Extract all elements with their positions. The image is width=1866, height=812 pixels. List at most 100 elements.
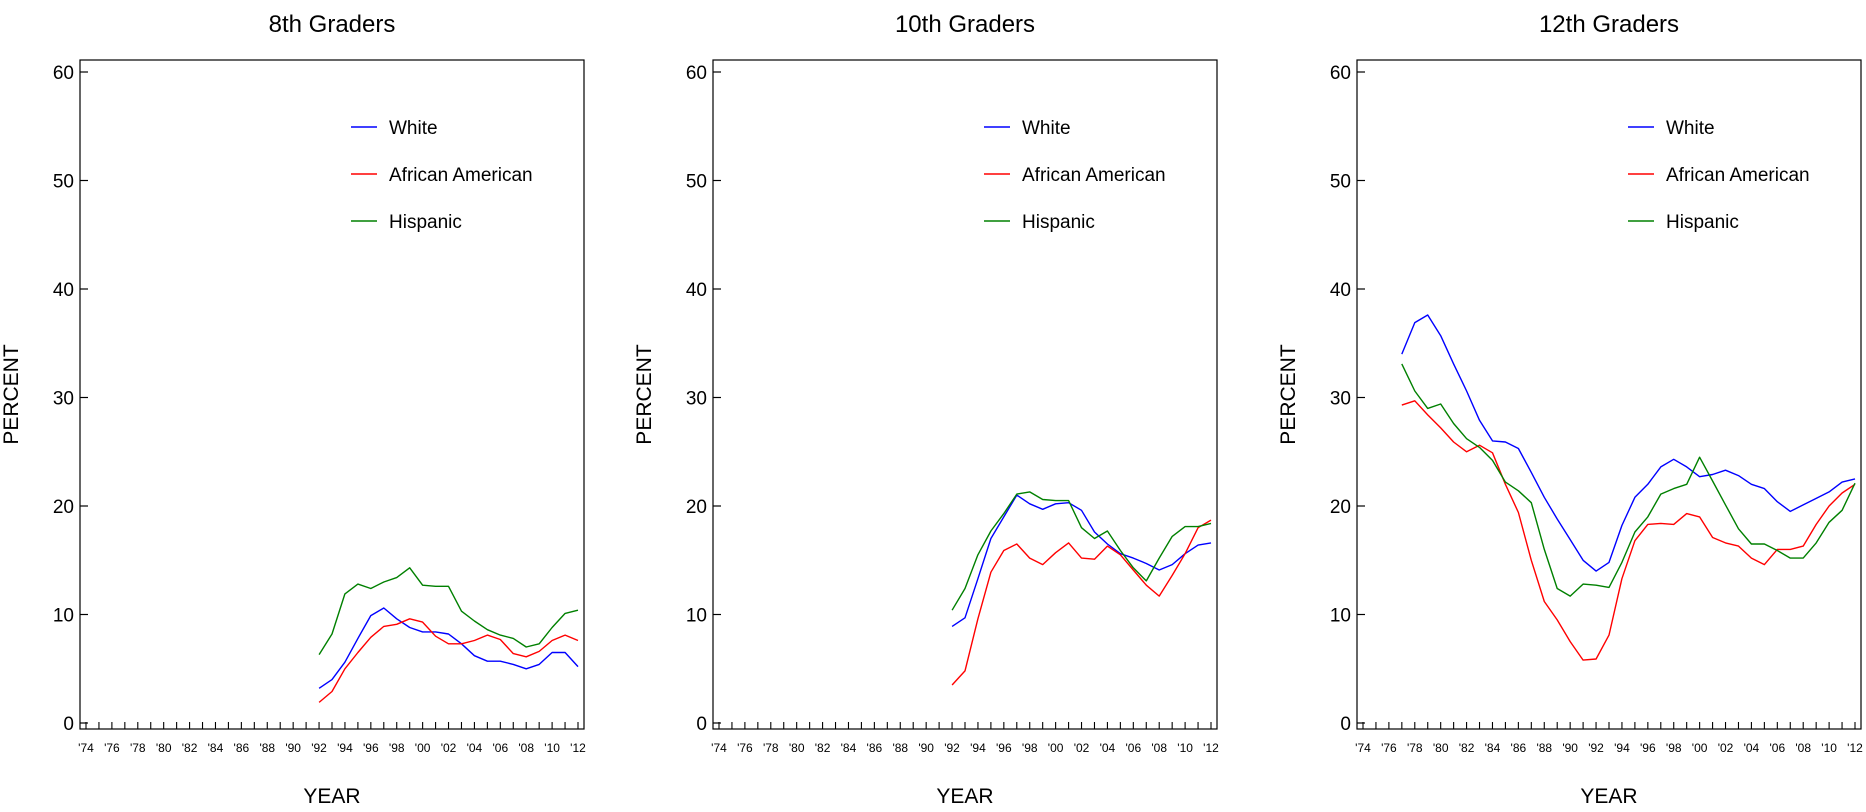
x-tick-label: '08	[1151, 741, 1167, 755]
x-tick-label: '96	[1640, 741, 1656, 755]
y-tick-label: 30	[1330, 389, 1351, 410]
y-tick-label: 0	[1340, 714, 1351, 735]
x-tick-label: '04	[1100, 741, 1116, 755]
x-tick-label: '82	[182, 741, 198, 755]
x-tick-label: '84	[841, 741, 857, 755]
x-tick-label: '86	[234, 741, 250, 755]
y-tick-label: 50	[1330, 172, 1351, 193]
x-tick-label: '02	[441, 741, 457, 755]
x-tick-label: '78	[130, 741, 146, 755]
x-tick-label: '92	[944, 741, 960, 755]
x-tick-label: '98	[389, 741, 405, 755]
x-tick-label: '00	[1692, 741, 1708, 755]
y-tick-label: 40	[1330, 280, 1351, 301]
x-tick-label: '88	[1536, 741, 1552, 755]
x-tick-label: '84	[1485, 741, 1501, 755]
y-tick-label: 60	[1330, 63, 1351, 84]
x-tick-label: '96	[996, 741, 1012, 755]
x-tick-label: '74	[711, 741, 727, 755]
x-tick-label: '76	[104, 741, 120, 755]
x-tick-label: '94	[337, 741, 353, 755]
series-line-hispanic	[951, 491, 1212, 611]
y-tick-label: 20	[53, 497, 74, 518]
x-tick-label: '90	[285, 741, 301, 755]
x-axis-label: YEAR	[936, 785, 993, 807]
x-tick-label: '88	[892, 741, 908, 755]
x-tick-label: '80	[156, 741, 172, 755]
y-tick-label: 10	[1330, 606, 1351, 627]
chart-panel-1: 8th Graders PERCENT YEAR 0 10 20 30 40 50 60 '74 '7…	[0, 11, 586, 808]
x-axis-label: YEAR	[303, 785, 360, 807]
legend-item: African American	[984, 165, 1166, 186]
legend: White African American Hispanic	[351, 118, 533, 233]
legend-item: White	[1628, 118, 1715, 139]
x-tick-label: '90	[1562, 741, 1578, 755]
legend-label: Hispanic	[1022, 212, 1095, 233]
legend-item: Hispanic	[984, 212, 1095, 233]
x-tick-label: '98	[1666, 741, 1682, 755]
x-tick-label: '94	[1614, 741, 1630, 755]
x-tick-label: '86	[867, 741, 883, 755]
x-tick-label: '92	[311, 741, 327, 755]
x-tick-label: '12	[1847, 741, 1863, 755]
x-tick-label: '00	[1048, 741, 1064, 755]
x-tick-label: '12	[570, 741, 586, 755]
series-line-hispanic	[1401, 363, 1856, 597]
plot-frame	[1356, 59, 1862, 730]
y-tick-label: 0	[63, 714, 74, 735]
y-tick-label: 30	[53, 389, 74, 410]
y-tick-label: 60	[686, 63, 707, 84]
plot-frame	[79, 59, 585, 730]
x-tick-label: '12	[1203, 741, 1219, 755]
y-tick-label: 20	[686, 497, 707, 518]
y-tick-label: 20	[1330, 497, 1351, 518]
x-tick-label: '00	[415, 741, 431, 755]
legend-label: White	[389, 118, 438, 139]
series-line-white	[318, 607, 579, 689]
x-tick-label: '78	[1407, 741, 1423, 755]
x-tick-label: '06	[492, 741, 508, 755]
x-tick-label: '02	[1718, 741, 1734, 755]
series-line-african-american	[1401, 400, 1856, 661]
legend-item: White	[351, 118, 438, 139]
series-line-white	[951, 494, 1212, 627]
y-axis-label: PERCENT	[0, 344, 23, 445]
chart-title: 10th Graders	[895, 11, 1035, 38]
y-tick-label: 30	[686, 389, 707, 410]
x-tick-label: '74	[1355, 741, 1371, 755]
legend-label: White	[1022, 118, 1071, 139]
chart-title: 8th Graders	[269, 11, 396, 38]
legend: White African American Hispanic	[984, 118, 1166, 233]
legend-label: Hispanic	[389, 212, 462, 233]
legend-label: White	[1666, 118, 1715, 139]
y-tick-label: 40	[53, 280, 74, 301]
y-tick-label: 10	[53, 606, 74, 627]
legend-label: African American	[1666, 165, 1810, 186]
x-tick-label: '08	[518, 741, 534, 755]
x-tick-label: '92	[1588, 741, 1604, 755]
legend-label: African American	[389, 165, 533, 186]
y-tick-label: 50	[53, 172, 74, 193]
y-axis-label: PERCENT	[633, 344, 656, 445]
x-tick-label: '10	[1821, 741, 1837, 755]
series-line-white	[1401, 314, 1856, 572]
y-tick-label: 10	[686, 606, 707, 627]
legend-item: Hispanic	[1628, 212, 1739, 233]
chart-panel-3: 12th Graders PERCENT YEAR 0 10 20 30 40 50 60 '74 '…	[1277, 11, 1863, 808]
chart-title: 12th Graders	[1539, 11, 1679, 38]
x-tick-label: '84	[208, 741, 224, 755]
x-tick-label: '88	[259, 741, 275, 755]
x-tick-label: '06	[1125, 741, 1141, 755]
series-line-african-american	[951, 519, 1212, 686]
y-tick-label: 40	[686, 280, 707, 301]
x-tick-label: '96	[363, 741, 379, 755]
x-axis-label: YEAR	[1580, 785, 1637, 807]
y-tick-label: 60	[53, 63, 74, 84]
legend-item: African American	[351, 165, 533, 186]
legend-label: African American	[1022, 165, 1166, 186]
x-tick-label: '10	[544, 741, 560, 755]
legend-item: African American	[1628, 165, 1810, 186]
x-tick-label: '80	[789, 741, 805, 755]
